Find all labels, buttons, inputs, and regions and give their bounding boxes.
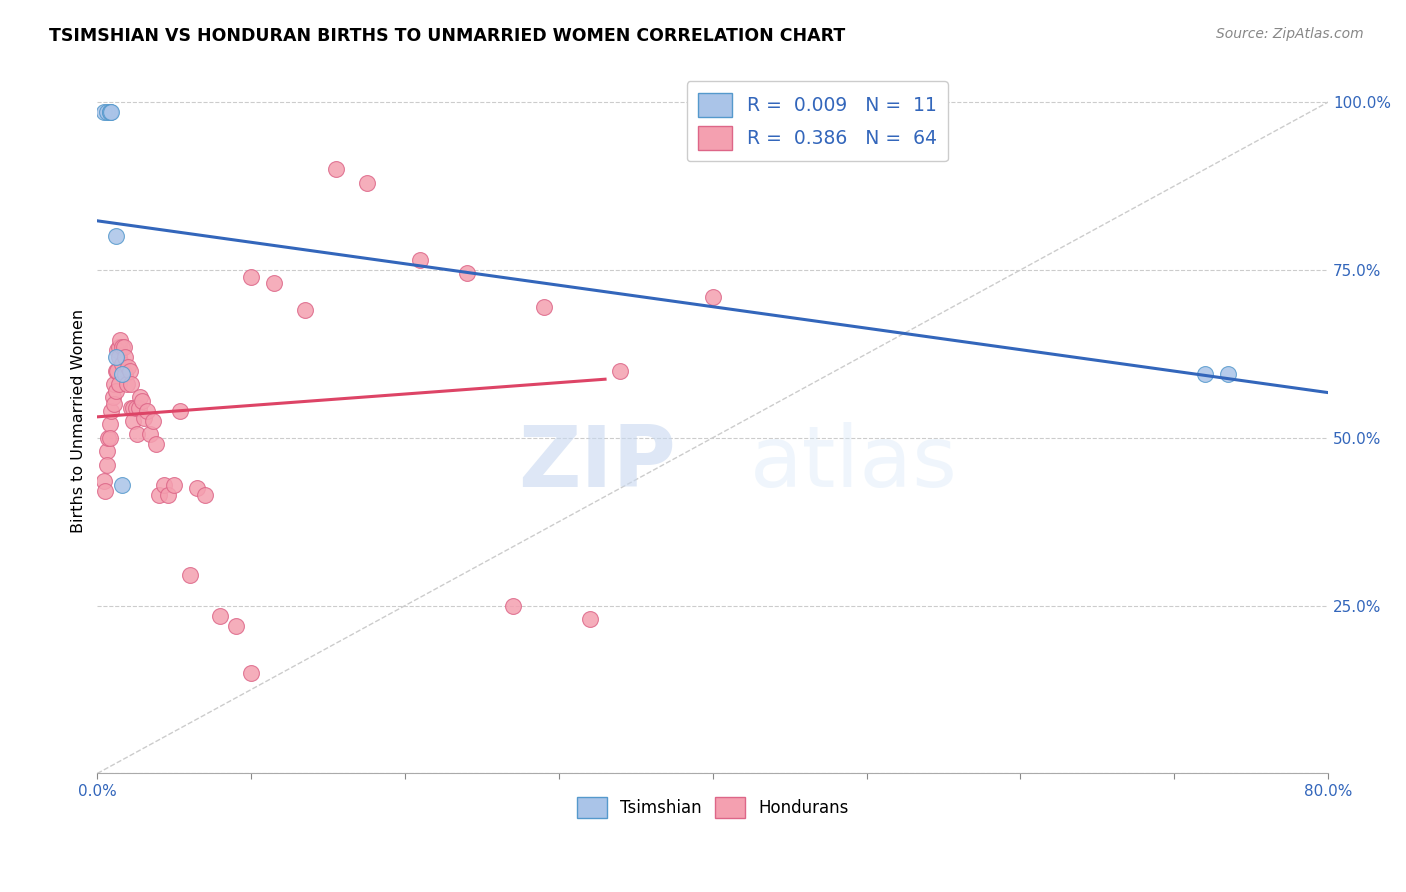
Point xyxy=(100,105,122,120)
Text: TSIMSHIAN VS HONDURAN BIRTHS TO UNMARRIED WOMEN CORRELATION CHART: TSIMSHIAN VS HONDURAN BIRTHS TO UNMARRIE… xyxy=(49,27,845,45)
Point xyxy=(96,444,118,458)
Point xyxy=(240,269,263,284)
Point xyxy=(115,377,138,392)
Text: ZIP: ZIP xyxy=(517,422,676,505)
Point xyxy=(110,334,132,348)
Point xyxy=(121,414,143,428)
Point xyxy=(108,340,131,354)
Point xyxy=(263,277,285,291)
Text: Source: ZipAtlas.com: Source: ZipAtlas.com xyxy=(1216,27,1364,41)
Point xyxy=(111,340,134,354)
Point xyxy=(118,363,141,377)
Point xyxy=(121,401,143,415)
Point xyxy=(98,105,121,120)
Point xyxy=(94,484,117,499)
Point xyxy=(111,477,134,491)
Point xyxy=(148,488,170,502)
Point xyxy=(163,477,186,491)
Point xyxy=(409,252,432,267)
Point xyxy=(135,404,157,418)
Point xyxy=(209,608,232,623)
Point xyxy=(100,404,122,418)
Point xyxy=(117,360,139,375)
Point xyxy=(138,427,160,442)
Y-axis label: Births to Unmarried Women: Births to Unmarried Women xyxy=(72,309,86,533)
Point xyxy=(96,105,118,120)
Point xyxy=(104,229,127,244)
Legend: Tsimshian, Hondurans: Tsimshian, Hondurans xyxy=(569,790,855,825)
Point xyxy=(120,377,142,392)
Point xyxy=(1194,367,1216,381)
Point xyxy=(112,340,135,354)
Point xyxy=(98,417,121,432)
Point xyxy=(108,377,131,392)
Point xyxy=(125,401,148,415)
Point xyxy=(111,357,134,371)
Point xyxy=(294,303,316,318)
Point xyxy=(179,568,201,582)
Point xyxy=(114,350,136,364)
Point xyxy=(104,350,127,364)
Point xyxy=(120,401,142,415)
Point xyxy=(101,391,124,405)
Point xyxy=(104,384,127,398)
Point xyxy=(578,612,600,626)
Point xyxy=(225,618,247,632)
Point xyxy=(142,414,165,428)
Point xyxy=(93,105,115,120)
Point xyxy=(502,599,524,613)
Point xyxy=(103,377,125,392)
Point xyxy=(325,162,347,177)
Point xyxy=(129,391,152,405)
Point xyxy=(96,458,118,472)
Text: atlas: atlas xyxy=(749,422,957,505)
Point xyxy=(105,363,128,377)
Point xyxy=(194,488,217,502)
Point xyxy=(111,367,134,381)
Point xyxy=(127,427,149,442)
Point xyxy=(186,481,208,495)
Point xyxy=(456,266,478,280)
Point xyxy=(1216,367,1239,381)
Point xyxy=(128,401,150,415)
Point xyxy=(240,665,263,680)
Point xyxy=(103,397,125,411)
Point xyxy=(108,350,131,364)
Point xyxy=(152,477,174,491)
Point xyxy=(533,300,555,314)
Point xyxy=(609,363,631,377)
Point xyxy=(157,488,180,502)
Point xyxy=(97,431,120,445)
Point xyxy=(356,176,378,190)
Point xyxy=(132,410,155,425)
Point xyxy=(98,105,121,120)
Point xyxy=(702,290,724,304)
Point xyxy=(131,393,153,408)
Point xyxy=(105,343,128,358)
Point xyxy=(93,475,115,489)
Point xyxy=(169,404,191,418)
Point xyxy=(98,431,121,445)
Point xyxy=(114,367,136,381)
Point xyxy=(104,363,127,377)
Point xyxy=(145,437,167,451)
